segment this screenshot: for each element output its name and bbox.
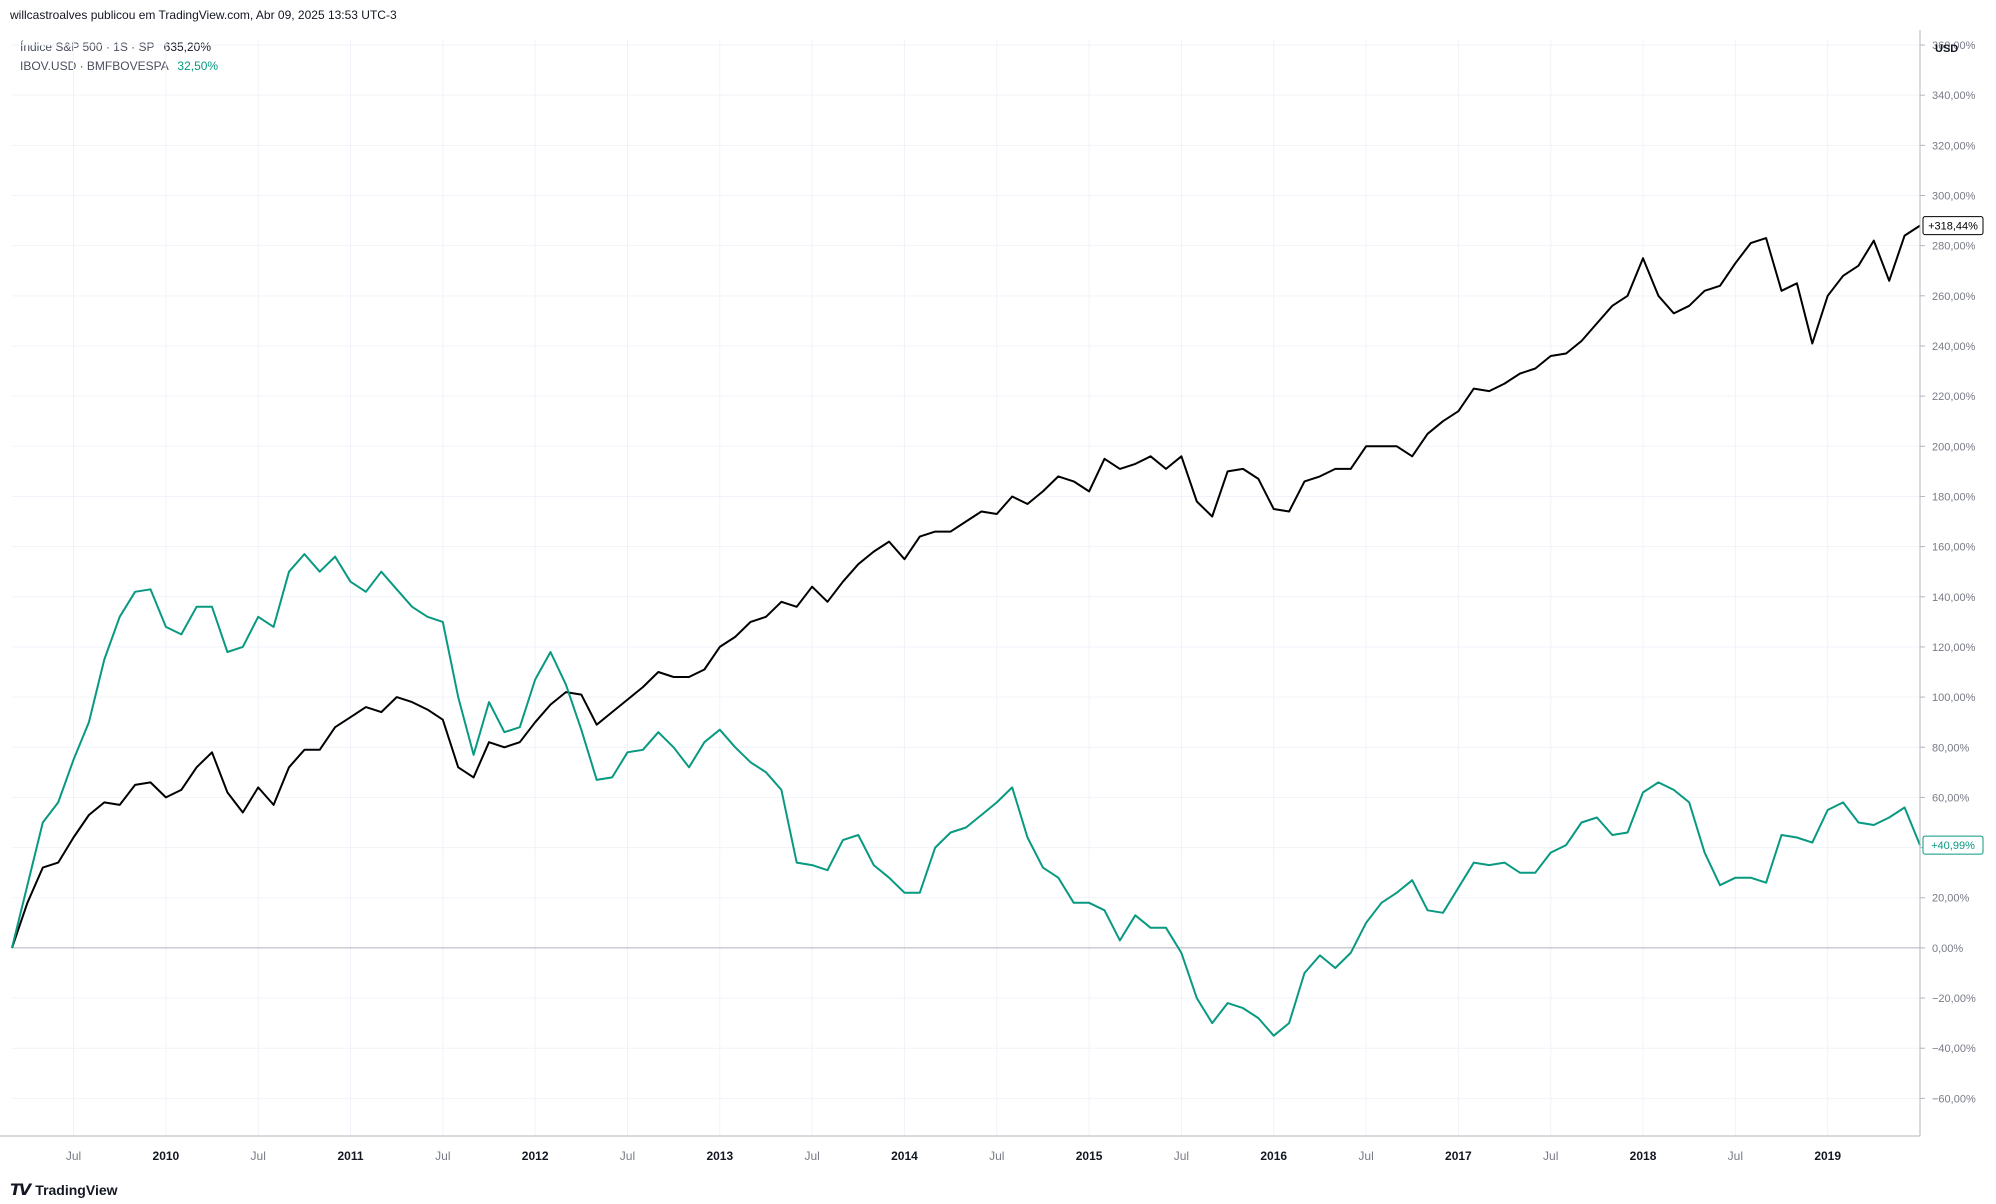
tradingview-logo-icon: 𝙏𝙑 (10, 1182, 31, 1199)
price-tick-label: 180,00% (1932, 491, 1976, 503)
time-tick-label: Jul (989, 1149, 1004, 1163)
price-tick-label: −40,00% (1932, 1043, 1976, 1055)
legend-sp500[interactable]: Índice S&P 500 · 1S · SP 635,20% (20, 40, 211, 54)
time-tick-label: Jul (1728, 1149, 1743, 1163)
time-tick-label: Jul (1174, 1149, 1189, 1163)
price-tick-label: 360,00% (1932, 40, 1976, 52)
price-tick-label: −60,00% (1932, 1093, 1976, 1105)
price-tick-label: 160,00% (1932, 542, 1976, 554)
series-lines (11, 224, 1921, 1037)
price-tick-label: −20,00% (1932, 993, 1976, 1005)
time-tick-label: Jul (1358, 1149, 1373, 1163)
grid (12, 40, 1920, 1136)
time-tick-label: 2019 (1814, 1149, 1841, 1163)
price-tick-label: 140,00% (1932, 592, 1976, 604)
legend-ibov-symbol: IBOV.USD · BMFBOVESPA (20, 59, 169, 73)
legend-ibov[interactable]: IBOV.USD · BMFBOVESPA 32,50% (20, 59, 218, 73)
price-tick-label: 200,00% (1932, 441, 1976, 453)
price-tick-label: 20,00% (1932, 893, 1970, 905)
price-tick-label: 80,00% (1932, 742, 1970, 754)
price-tick-label: 220,00% (1932, 391, 1976, 403)
time-tick-label: Jul (620, 1149, 635, 1163)
last-value-labels: +318,44% +40,99% (1922, 216, 1984, 855)
time-tick-label: 2017 (1445, 1149, 1472, 1163)
time-axis[interactable]: Jul 2010 Jul 2011 Jul 2012 Jul 2013 Jul 2014 Jul 20… (66, 1149, 1841, 1163)
last-value-box (1922, 835, 1984, 855)
time-tick-label: Jul (66, 1149, 81, 1163)
price-tick-label: 100,00% (1932, 692, 1976, 704)
time-tick-label: 2018 (1630, 1149, 1657, 1163)
price-tick-label: 320,00% (1932, 140, 1976, 152)
legend-sp500-value: 635,20% (163, 40, 212, 54)
series-line-sp500 (11, 224, 1921, 949)
currency-label[interactable]: USD (1935, 43, 1958, 55)
time-tick-label: Jul (435, 1149, 450, 1163)
time-tick-label: Jul (251, 1149, 266, 1163)
time-tick-label: Jul (804, 1149, 819, 1163)
currency-text: USD (1935, 43, 1958, 55)
price-tick-label: 260,00% (1932, 291, 1976, 303)
time-tick-label: 2015 (1076, 1149, 1103, 1163)
time-tick-label: 2012 (522, 1149, 549, 1163)
price-tick-label: 0,00% (1932, 943, 1963, 955)
price-tick-label: 280,00% (1932, 241, 1976, 253)
price-axis[interactable]: −60,00%−40,00%−20,00%0,00%20,00%40,00%60… (1920, 40, 1976, 1105)
price-tick-label: 240,00% (1932, 341, 1976, 353)
tradingview-brand-text: TradingView (35, 1182, 118, 1198)
price-tick-label: 120,00% (1932, 642, 1976, 654)
legend-sp500-symbol: Índice S&P 500 · 1S · SP (20, 40, 155, 54)
publication-info: willcastroalves publicou em TradingView.… (10, 8, 397, 22)
last-value-label: +40,99% (1931, 840, 1975, 852)
time-tick-label: Jul (1543, 1149, 1558, 1163)
legend-ibov-value: 32,50% (177, 59, 219, 73)
last-value-box (1922, 216, 1984, 236)
series-line-ibov (11, 553, 1921, 1037)
time-tick-label: 2013 (706, 1149, 733, 1163)
time-tick-label: 2014 (891, 1149, 918, 1163)
price-tick-label: 60,00% (1932, 792, 1970, 804)
tradingview-branding[interactable]: 𝙏𝙑 TradingView (10, 1180, 118, 1200)
time-tick-label: 2016 (1260, 1149, 1287, 1163)
last-value-label: +318,44% (1928, 221, 1978, 233)
price-tick-label: 300,00% (1932, 190, 1976, 202)
price-tick-label: 340,00% (1932, 90, 1976, 102)
time-tick-label: 2011 (337, 1149, 363, 1163)
time-tick-label: 2010 (153, 1149, 180, 1163)
